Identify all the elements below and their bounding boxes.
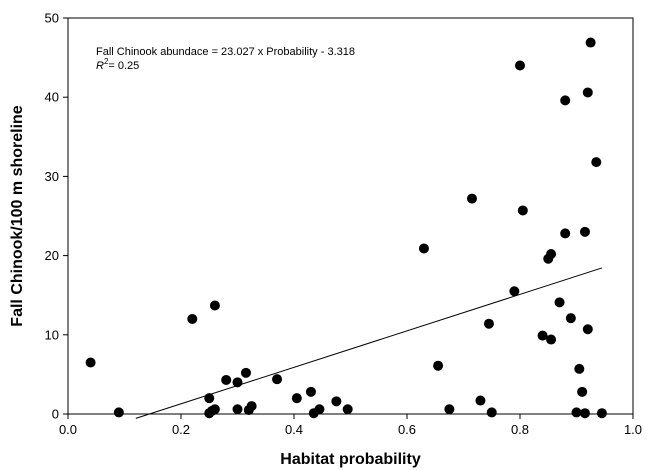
y-tick-label-2: 20 — [45, 248, 59, 263]
data-point — [517, 205, 528, 216]
x-axis-title: Habitat probability — [280, 451, 421, 468]
y-tick-label-4: 40 — [45, 90, 59, 105]
x-tick-label-4: 0.8 — [511, 422, 529, 437]
y-tick-label-0: 0 — [52, 407, 59, 422]
data-point — [418, 243, 429, 254]
y-tick-label-5: 50 — [45, 11, 59, 26]
y-tick-label-1: 10 — [45, 327, 59, 342]
r2-superscript: 2 — [104, 57, 109, 66]
data-point — [591, 157, 602, 168]
data-point — [582, 87, 593, 98]
x-tick-label-1: 0.2 — [172, 422, 190, 437]
data-point — [305, 386, 316, 397]
x-tick-label-5: 1.0 — [624, 422, 642, 437]
x-tick-label-0: 0.0 — [59, 422, 77, 437]
regression-layer — [135, 267, 603, 419]
plot-frame — [67, 17, 634, 415]
regression-equation: Fall Chinook abundace = 23.027 x Probabi… — [96, 46, 355, 58]
data-point — [486, 407, 497, 418]
data-point — [554, 297, 565, 308]
x-tick-label-2: 0.4 — [285, 422, 303, 437]
ticks: 0.0 0.2 0.4 0.6 0.8 1.0 0 10 20 30 40 50 — [45, 11, 643, 438]
y-axis-title: Fall Chinook/100 m shoreline — [9, 105, 26, 326]
data-point — [560, 228, 571, 239]
data-point — [433, 360, 444, 371]
data-point — [577, 386, 588, 397]
y-tick-label-3: 30 — [45, 169, 59, 184]
data-point — [585, 37, 596, 48]
data-point — [582, 324, 593, 335]
data-point — [466, 193, 477, 204]
data-point — [571, 407, 582, 418]
data-point — [209, 300, 220, 311]
data-point — [515, 60, 525, 71]
x-tick-label-3: 0.6 — [398, 422, 416, 437]
data-point — [204, 393, 215, 404]
r-squared-label: R2= 0.25 — [96, 57, 139, 72]
data-point — [546, 249, 557, 260]
data-point — [579, 226, 590, 237]
regression-line — [135, 267, 603, 419]
data-point — [240, 367, 251, 378]
data-point — [475, 395, 486, 406]
data-point — [560, 95, 571, 106]
data-point — [291, 393, 302, 404]
points-layer — [85, 37, 607, 419]
data-point — [232, 404, 243, 415]
r2-value: = 0.25 — [108, 60, 139, 72]
data-point — [342, 404, 353, 415]
data-point — [209, 404, 220, 415]
data-point — [221, 374, 232, 385]
data-point — [314, 404, 325, 415]
data-point — [85, 357, 96, 368]
data-point — [483, 318, 494, 329]
data-point — [596, 408, 607, 419]
axes — [67, 17, 634, 415]
data-point — [232, 377, 243, 388]
data-point — [246, 401, 257, 412]
r2-symbol: R — [96, 60, 104, 72]
data-point — [509, 286, 520, 297]
data-point — [272, 374, 283, 385]
data-point — [574, 363, 585, 374]
data-point — [579, 408, 590, 419]
data-point — [444, 404, 455, 415]
data-point — [537, 330, 548, 341]
data-point — [113, 407, 124, 418]
data-point — [331, 396, 342, 407]
data-point — [187, 313, 198, 324]
data-point — [565, 313, 576, 324]
data-point — [546, 334, 557, 345]
